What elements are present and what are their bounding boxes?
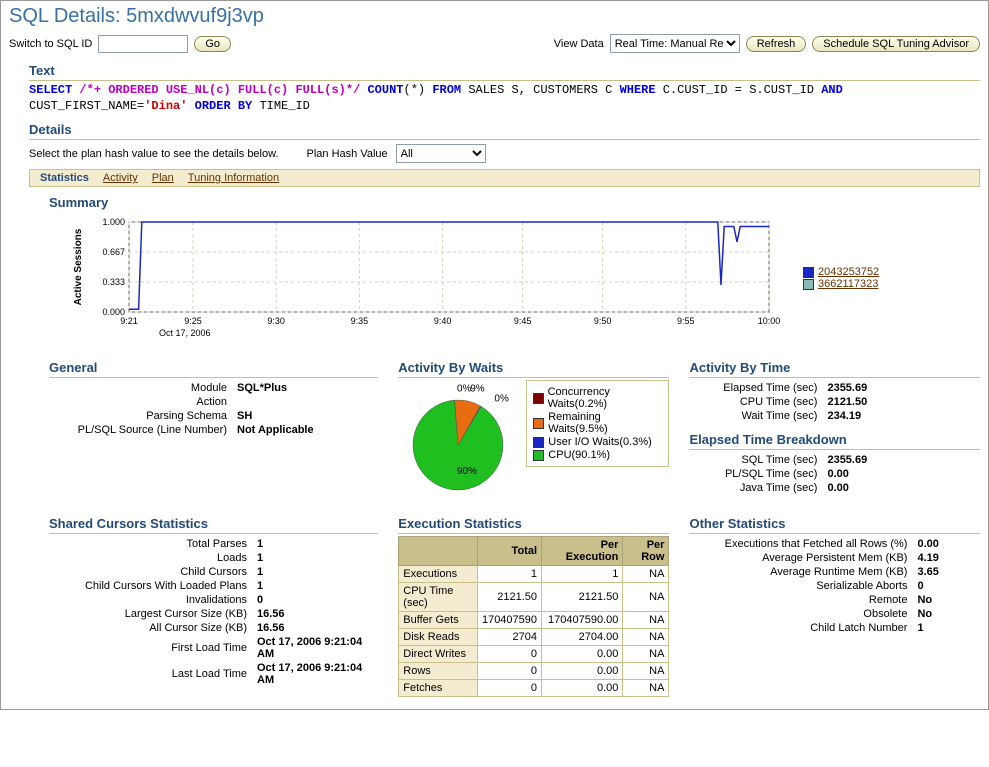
page-title: SQL Details: 5mxdwvuf9j3vp: [9, 5, 980, 28]
tabs-bar: Statistics Activity Plan Tuning Information: [29, 169, 980, 187]
waits-pie-chart: 0%9%0%90%: [398, 380, 518, 500]
waits-pie-legend: Concurrency Waits(0.2%)Remaining Waits(9…: [526, 380, 669, 467]
svg-text:9:55: 9:55: [677, 316, 695, 326]
shared-cursors-table: Total Parses1Loads1Child Cursors1Child C…: [49, 536, 378, 688]
svg-text:9:40: 9:40: [434, 316, 452, 326]
svg-text:90%: 90%: [457, 466, 477, 477]
svg-text:9:21: 9:21: [120, 316, 138, 326]
view-data-label: View Data: [554, 38, 604, 50]
activity-time-heading: Activity By Time: [689, 360, 980, 378]
details-heading: Details: [29, 122, 980, 140]
svg-text:9:25: 9:25: [184, 316, 202, 326]
svg-text:0.333: 0.333: [102, 277, 125, 287]
svg-text:9:35: 9:35: [351, 316, 369, 326]
svg-text:9:50: 9:50: [594, 316, 612, 326]
schedule-tuning-button[interactable]: Schedule SQL Tuning Advisor: [812, 36, 980, 52]
sql-details-page: SQL Details: 5mxdwvuf9j3vp Switch to SQL…: [0, 0, 989, 710]
exec-stats-table: TotalPer ExecutionPer RowExecutions11NAC…: [398, 536, 669, 697]
general-heading: General: [49, 360, 378, 378]
svg-text:Oct 17, 2006: Oct 17, 2006: [159, 328, 211, 338]
switch-sqlid-label: Switch to SQL ID: [9, 38, 92, 50]
summary-chart: Active Sessions0.0000.3330.6671.0009:219…: [69, 216, 789, 346]
elapsed-breakdown-heading: Elapsed Time Breakdown: [689, 432, 980, 450]
svg-text:9%: 9%: [470, 384, 485, 395]
svg-text:1.000: 1.000: [102, 217, 125, 227]
text-heading: Text: [29, 63, 980, 81]
legend-link[interactable]: 2043253752: [818, 266, 879, 278]
switch-sqlid-input[interactable]: [98, 35, 188, 53]
tab-plan[interactable]: Plan: [152, 172, 174, 184]
go-button[interactable]: Go: [194, 36, 231, 52]
exec-stats-heading: Execution Statistics: [398, 516, 669, 534]
general-table: ModuleSQL*PlusActionParsing SchemaSHPL/S…: [49, 380, 320, 438]
shared-cursors-heading: Shared Cursors Statistics: [49, 516, 378, 534]
summary-heading: Summary: [49, 195, 980, 212]
svg-text:Active Sessions: Active Sessions: [73, 228, 84, 305]
other-stats-table: Executions that Fetched all Rows (%)0.00…: [689, 536, 944, 636]
tab-statistics[interactable]: Statistics: [40, 172, 89, 184]
refresh-button[interactable]: Refresh: [746, 36, 807, 52]
details-help: Select the plan hash value to see the de…: [29, 148, 279, 160]
plan-hash-label: Plan Hash Value: [307, 148, 388, 160]
legend-link[interactable]: 3662117323: [818, 278, 878, 290]
sql-text: SELECT /*+ ORDERED USE_NL(c) FULL(c) FUL…: [29, 83, 980, 114]
tab-activity[interactable]: Activity: [103, 172, 138, 184]
activity-waits-heading: Activity By Waits: [398, 360, 669, 378]
view-data-select[interactable]: Real Time: Manual Refresh: [610, 34, 740, 53]
svg-text:9:45: 9:45: [514, 316, 532, 326]
svg-text:9:30: 9:30: [267, 316, 285, 326]
svg-text:10:00: 10:00: [758, 316, 781, 326]
svg-text:0%: 0%: [495, 394, 510, 405]
top-toolbar: Switch to SQL ID Go View Data Real Time:…: [9, 34, 980, 53]
tab-tuning-information[interactable]: Tuning Information: [188, 172, 279, 184]
elapsed-breakdown-table: SQL Time (sec)2355.69PL/SQL Time (sec)0.…: [689, 452, 873, 496]
summary-legend: 20432537523662117323: [803, 266, 879, 290]
plan-hash-select[interactable]: All: [396, 144, 486, 163]
other-stats-heading: Other Statistics: [689, 516, 980, 534]
activity-time-table: Elapsed Time (sec)2355.69CPU Time (sec)2…: [689, 380, 873, 424]
svg-text:0.667: 0.667: [102, 247, 125, 257]
